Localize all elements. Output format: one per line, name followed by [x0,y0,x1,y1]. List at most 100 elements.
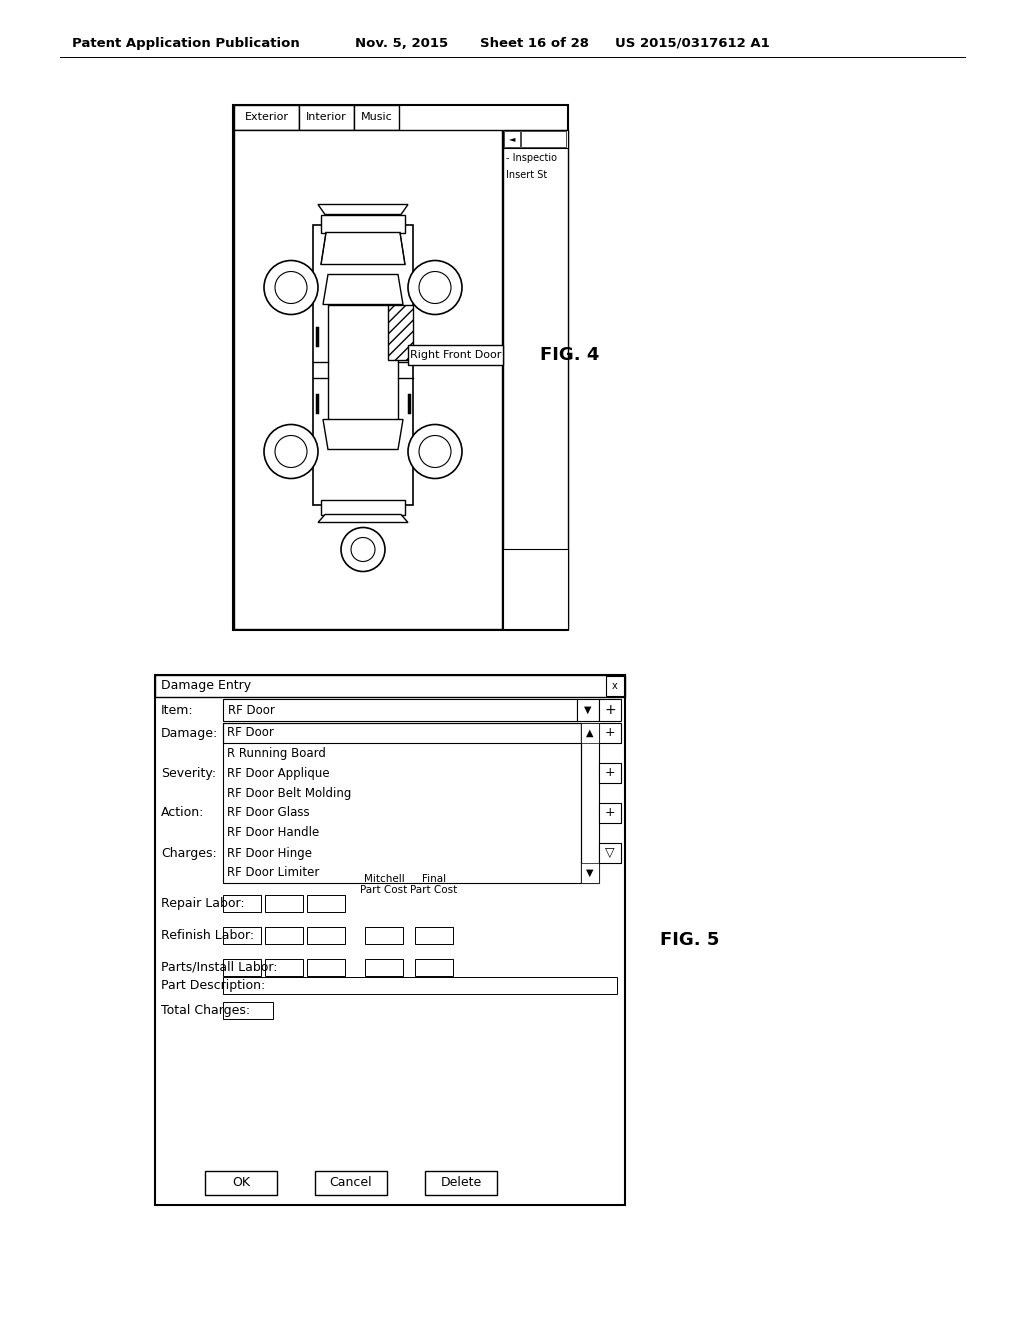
Bar [365,927,403,944]
Circle shape [419,436,451,467]
Circle shape [419,272,451,304]
Circle shape [275,272,307,304]
Bar [299,106,354,129]
Bar [307,927,345,944]
Bar [313,224,413,504]
Bar [223,927,261,944]
Bar [504,131,520,147]
Bar [223,723,581,743]
Bar [265,895,303,912]
Text: Parts/Install Labor:: Parts/Install Labor: [161,961,278,974]
Bar [223,723,581,883]
Bar [321,499,406,515]
Bar [365,960,403,975]
Circle shape [275,436,307,467]
Text: Interior: Interior [306,112,347,123]
Bar [315,1171,387,1195]
Polygon shape [318,205,408,214]
Bar [503,129,568,148]
Bar [599,700,621,721]
Bar [265,927,303,944]
Text: Mitchell
Part Cost: Mitchell Part Cost [360,874,408,895]
Text: +: + [605,807,615,820]
Text: RF Door: RF Door [228,704,274,717]
Circle shape [351,537,375,561]
Text: RF Door Handle: RF Door Handle [227,826,319,840]
Bar [223,700,577,721]
Bar [415,927,453,944]
Text: Total Charges:: Total Charges: [161,1005,250,1016]
Circle shape [264,260,318,314]
Text: ▽: ▽ [605,846,614,859]
Text: +: + [605,767,615,780]
Polygon shape [321,232,406,264]
Text: +: + [604,704,615,717]
Text: ◄: ◄ [509,135,515,144]
Text: Damage Entry: Damage Entry [161,680,251,693]
Bar [307,960,345,975]
Bar [503,129,568,630]
Text: x: x [612,681,617,690]
Bar [307,895,345,912]
Bar [223,960,261,975]
Circle shape [264,425,318,479]
Text: Music: Music [360,112,392,123]
Circle shape [341,528,385,572]
Bar [599,803,621,822]
Text: US 2015/0317612 A1: US 2015/0317612 A1 [615,37,770,50]
Bar [581,723,599,883]
Bar [581,723,599,743]
Bar [223,895,261,912]
Text: Repair Labor:: Repair Labor: [161,898,245,909]
Text: FIG. 4: FIG. 4 [540,346,599,363]
Text: Right Front Door: Right Front Door [410,350,501,359]
Bar [599,763,621,783]
Bar [155,675,625,1205]
Text: RF Door Belt Molding: RF Door Belt Molding [227,787,351,800]
Text: ▼: ▼ [585,705,592,715]
Bar [234,106,299,129]
Text: ▼: ▼ [587,869,594,878]
Circle shape [408,260,462,314]
Polygon shape [323,275,403,305]
Text: RF Door Glass: RF Door Glass [227,807,309,820]
Text: +: + [605,726,615,739]
Text: Damage:: Damage: [161,726,218,739]
Text: Exterior: Exterior [245,112,289,123]
Bar [354,106,399,129]
Text: Severity:: Severity: [161,767,216,780]
Text: Nov. 5, 2015: Nov. 5, 2015 [355,37,449,50]
Bar [599,723,621,743]
Text: Delete: Delete [440,1176,481,1189]
Bar [328,305,398,420]
Text: ▲: ▲ [587,729,594,738]
Bar [521,131,566,147]
Polygon shape [323,420,403,450]
Bar [577,700,599,721]
Text: Item:: Item: [161,704,194,717]
Text: Sheet 16 of 28: Sheet 16 of 28 [480,37,589,50]
Bar [205,1171,278,1195]
Text: OK: OK [232,1176,250,1189]
Bar [408,345,503,364]
Polygon shape [318,515,408,523]
Bar [581,863,599,883]
Bar [606,676,624,696]
Text: Charges:: Charges: [161,846,217,859]
Text: Part Description:: Part Description: [161,979,265,993]
Text: Patent Application Publication: Patent Application Publication [72,37,300,50]
Bar [425,1171,497,1195]
Text: - Inspectio: - Inspectio [506,153,557,162]
Text: Action:: Action: [161,807,205,820]
Bar [155,675,625,697]
Text: FIG. 5: FIG. 5 [660,931,720,949]
Text: R Running Board: R Running Board [227,747,326,759]
Text: RF Door Applique: RF Door Applique [227,767,330,780]
Bar [223,1002,273,1019]
Bar [415,960,453,975]
Bar [233,106,568,630]
Bar [503,549,568,630]
Bar [388,305,413,359]
Bar [599,843,621,863]
Text: Cancel: Cancel [330,1176,373,1189]
